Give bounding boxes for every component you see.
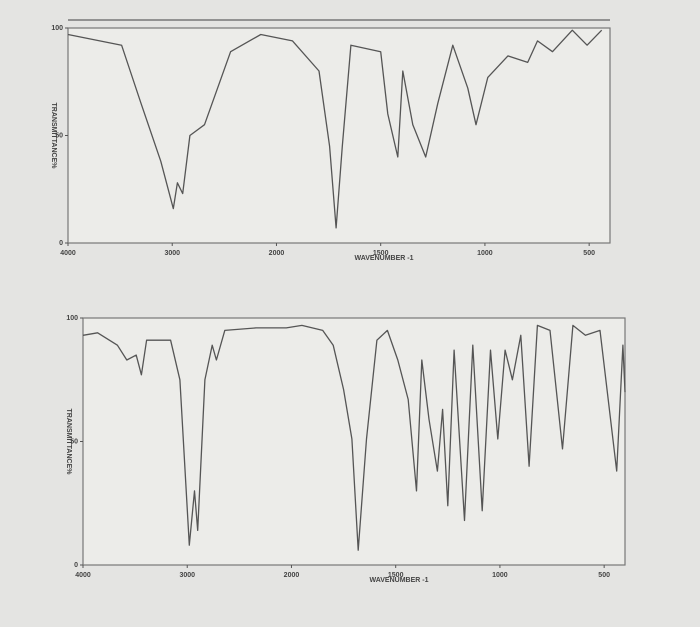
plot-frame: [82, 317, 626, 566]
x-tick-label: 1000: [477, 250, 493, 257]
x-tick-label: 1000: [492, 572, 508, 579]
x-tick-label: 1500: [373, 250, 389, 257]
y-tick-label: 0: [74, 562, 78, 569]
x-tick-label: 500: [583, 250, 595, 257]
y-tick-label: 0: [59, 240, 63, 247]
x-tick-label: 2000: [269, 250, 285, 257]
x-tick-label: 3000: [164, 250, 180, 257]
y-axis-label: TRANSMITTANCE%: [50, 103, 57, 170]
y-tick-label: 100: [66, 315, 78, 322]
x-tick-label: 2000: [284, 572, 300, 579]
x-tick-label: 4000: [60, 250, 76, 257]
y-axis-label: TRANSMITTANCE%: [65, 409, 72, 476]
x-tick-label: 1500: [388, 572, 404, 579]
y-tick-label: 50: [70, 438, 78, 445]
x-tick-label: 3000: [179, 572, 195, 579]
plot-frame: [67, 27, 611, 244]
x-axis-label: WAVENUMBER -1: [355, 255, 414, 262]
y-tick-label: 100: [51, 25, 63, 32]
y-tick-label: 50: [55, 132, 63, 139]
spectrum-line: [82, 324, 626, 551]
spectrum-line: [67, 29, 603, 229]
x-axis-label: WAVENUMBER -1: [370, 577, 429, 584]
x-tick-label: 4000: [75, 572, 91, 579]
x-tick-label: 500: [598, 572, 610, 579]
